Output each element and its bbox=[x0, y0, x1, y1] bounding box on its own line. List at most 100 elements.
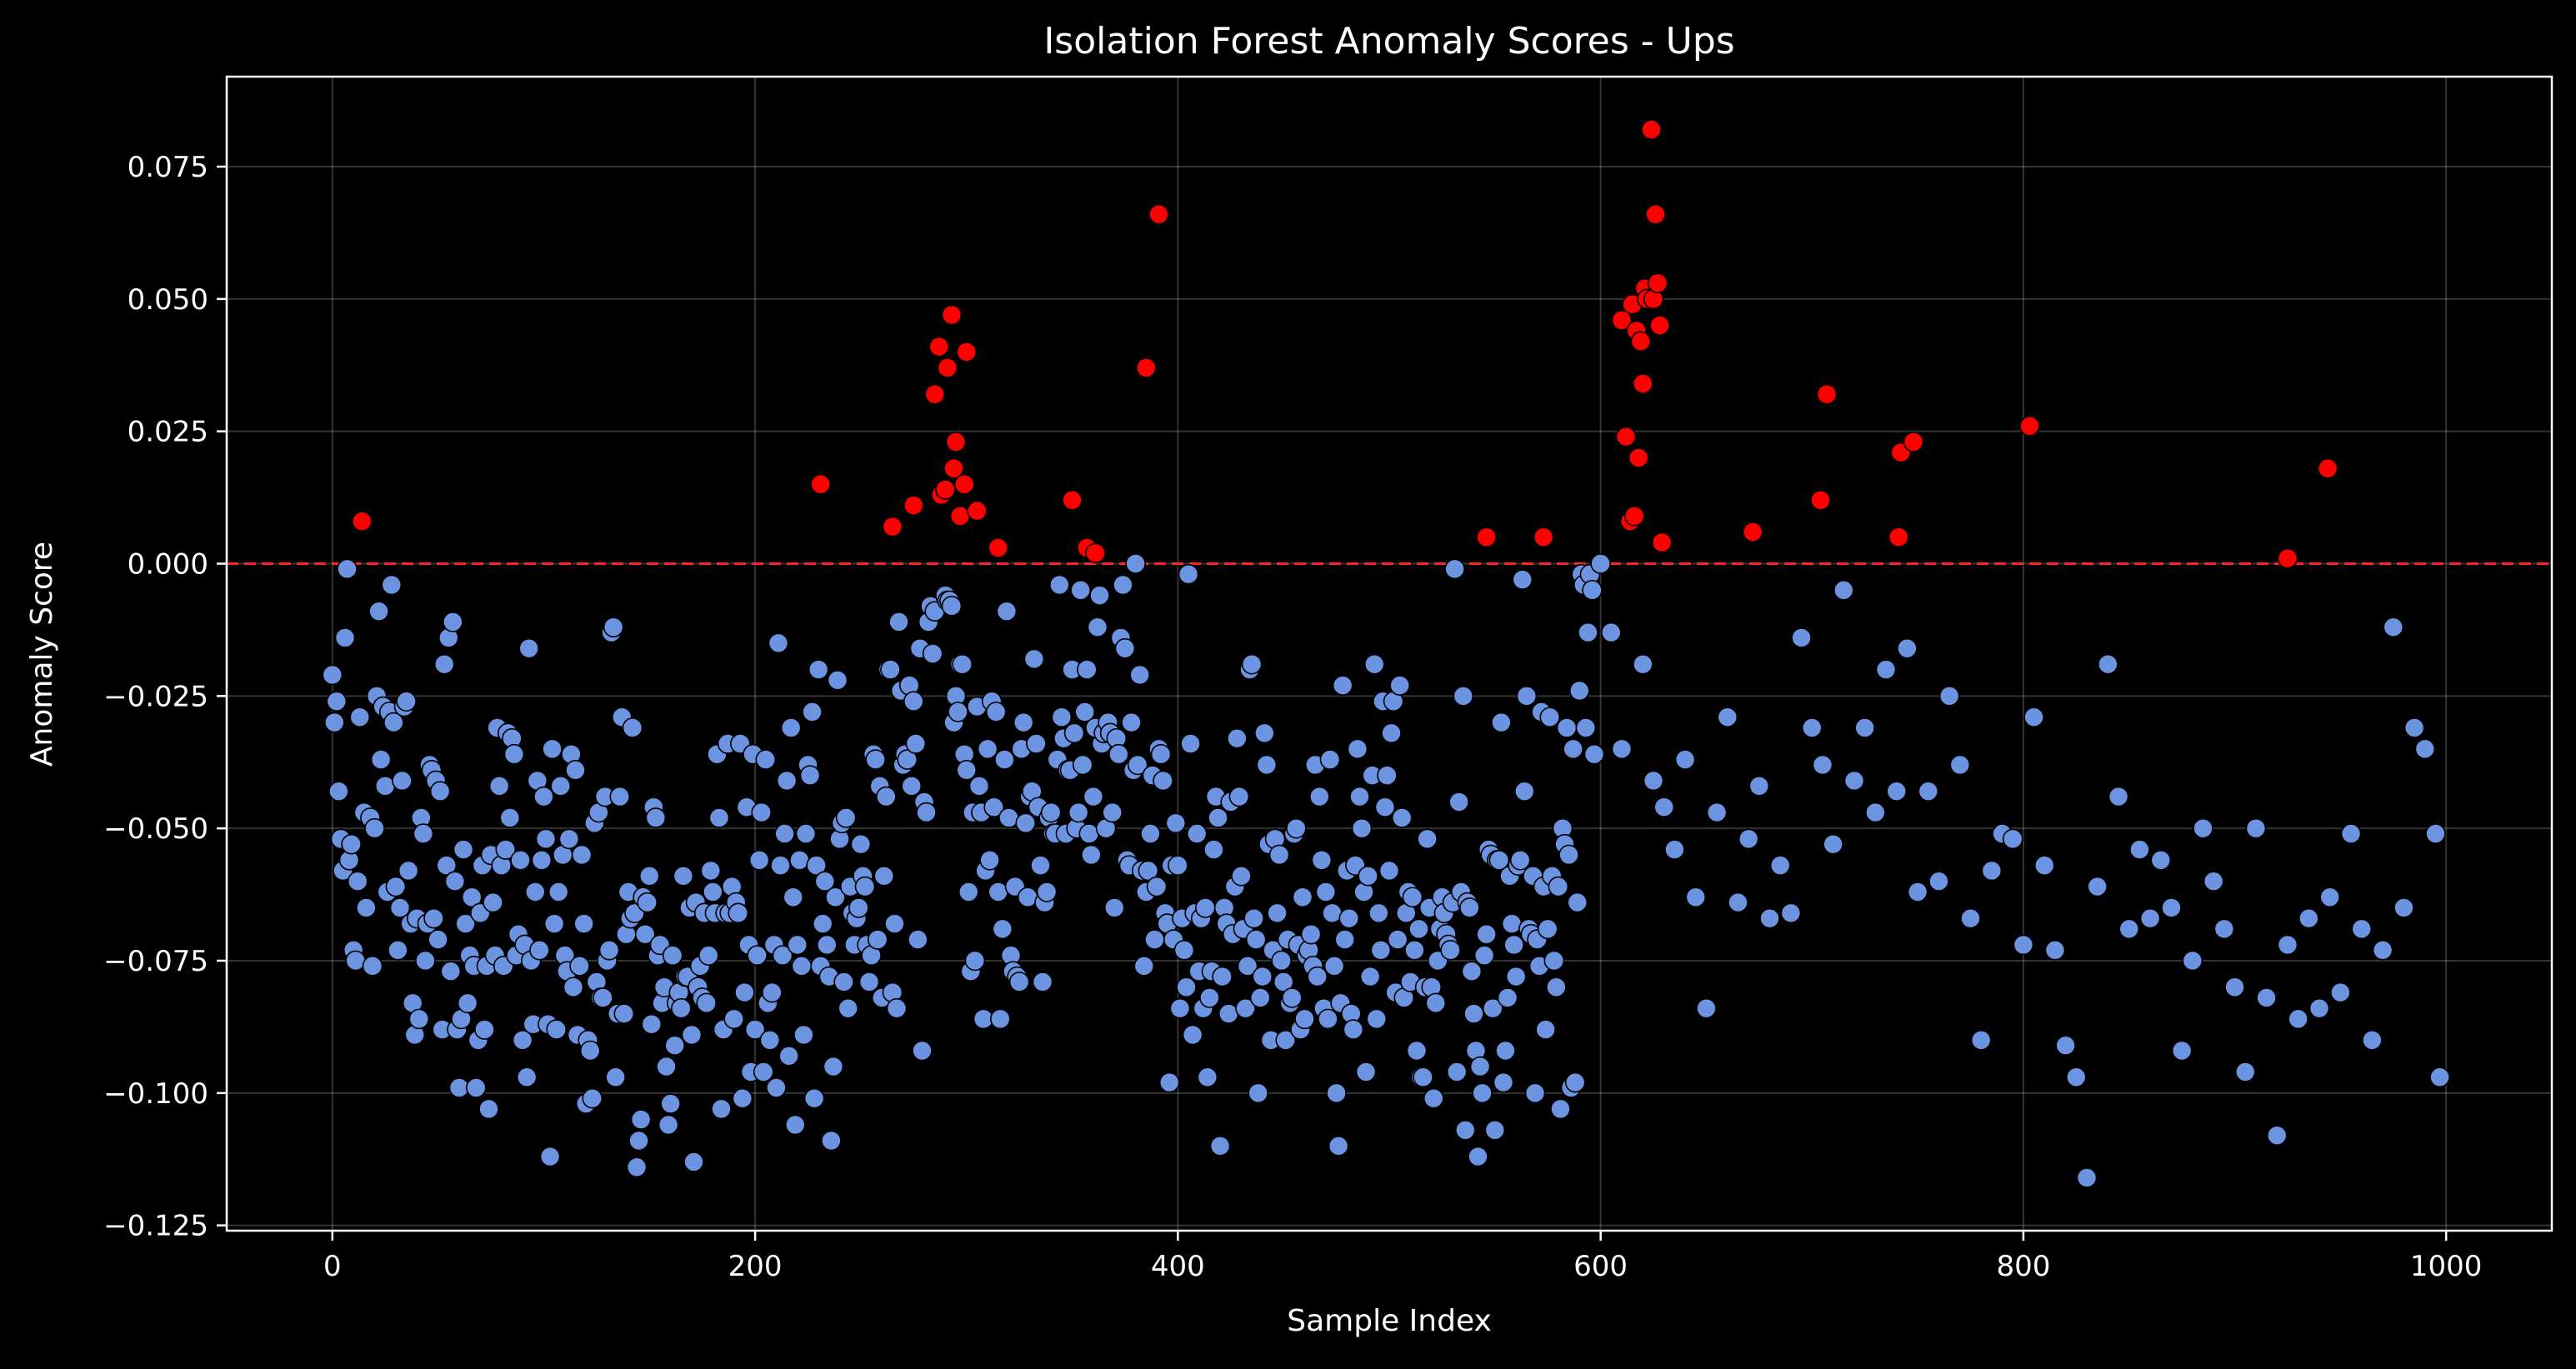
normal-point bbox=[628, 1130, 649, 1152]
normal-point bbox=[1114, 637, 1136, 659]
normal-point bbox=[569, 956, 590, 977]
normal-point bbox=[356, 897, 377, 918]
normal-point bbox=[550, 776, 572, 797]
normal-point bbox=[795, 823, 817, 844]
normal-point bbox=[436, 855, 458, 876]
normal-point bbox=[324, 712, 345, 733]
normal-point bbox=[1505, 966, 1527, 987]
x-tick-label: 800 bbox=[1996, 1250, 2050, 1283]
normal-point bbox=[1446, 1062, 1468, 1082]
normal-point bbox=[349, 707, 371, 728]
normal-point bbox=[1256, 754, 1278, 776]
normal-point bbox=[1243, 907, 1264, 929]
normal-point bbox=[1015, 812, 1037, 834]
anomaly-point bbox=[1647, 272, 1668, 294]
normal-point bbox=[1349, 786, 1370, 807]
normal-point bbox=[1252, 966, 1273, 987]
normal-point bbox=[814, 871, 836, 892]
normal-point bbox=[1318, 1008, 1338, 1030]
normal-point bbox=[1218, 1003, 1239, 1024]
normal-point bbox=[1334, 929, 1356, 950]
normal-point bbox=[1389, 675, 1410, 696]
normal-point bbox=[1568, 680, 1590, 702]
normal-point bbox=[1338, 907, 1360, 929]
normal-point bbox=[423, 907, 444, 929]
normal-point bbox=[1374, 797, 1396, 818]
normal-point bbox=[626, 1157, 648, 1178]
normal-point bbox=[1195, 897, 1216, 918]
normal-point bbox=[1425, 992, 1447, 1014]
normal-point bbox=[1103, 897, 1125, 918]
normal-point bbox=[1633, 653, 1653, 675]
normal-point bbox=[784, 1114, 806, 1136]
normal-point bbox=[1404, 939, 1425, 961]
normal-point bbox=[328, 781, 349, 802]
x-axis-label: Sample Index bbox=[1287, 1304, 1492, 1338]
normal-point bbox=[2298, 907, 2319, 929]
normal-point bbox=[850, 833, 872, 855]
normal-point bbox=[645, 807, 667, 828]
normal-point bbox=[546, 1019, 567, 1040]
normal-point bbox=[1273, 972, 1294, 992]
normal-point bbox=[770, 855, 791, 876]
normal-point bbox=[1459, 897, 1480, 918]
normal-point bbox=[901, 776, 923, 797]
normal-point bbox=[1387, 929, 1408, 950]
normal-point bbox=[673, 866, 694, 887]
normal-point bbox=[1738, 828, 1759, 850]
normal-point bbox=[1402, 887, 1423, 908]
normal-point bbox=[1040, 802, 1062, 823]
normal-point bbox=[2213, 918, 2235, 940]
normal-point bbox=[2362, 1029, 2383, 1051]
normal-point bbox=[429, 781, 451, 802]
normal-point bbox=[345, 950, 367, 972]
anomaly-point bbox=[1651, 532, 1673, 553]
normal-point bbox=[518, 637, 540, 659]
normal-point bbox=[922, 643, 943, 664]
normal-point bbox=[1812, 754, 1833, 776]
normal-point bbox=[362, 956, 383, 977]
normal-point bbox=[1423, 1087, 1444, 1109]
normal-point bbox=[1516, 686, 1538, 707]
normal-point bbox=[1178, 563, 1199, 585]
normal-point bbox=[2245, 817, 2267, 839]
anomaly-point bbox=[937, 357, 958, 378]
normal-point bbox=[381, 574, 403, 596]
normal-point bbox=[865, 749, 886, 770]
normal-point bbox=[803, 1087, 825, 1109]
normal-point bbox=[1241, 653, 1263, 675]
normal-point bbox=[988, 882, 1009, 902]
anomaly-point bbox=[2317, 457, 2338, 479]
normal-point bbox=[2372, 939, 2393, 961]
normal-point bbox=[2224, 977, 2245, 998]
normal-point bbox=[886, 997, 908, 1019]
normal-point bbox=[1960, 907, 1981, 929]
normal-point bbox=[2288, 1008, 2308, 1030]
y-tick-label: 0.050 bbox=[128, 283, 208, 317]
normal-point bbox=[503, 743, 525, 765]
normal-point bbox=[2429, 1067, 2450, 1088]
normal-point bbox=[708, 807, 730, 828]
normal-point bbox=[525, 882, 546, 902]
anomaly-point bbox=[1623, 506, 1645, 527]
normal-point bbox=[1030, 855, 1051, 876]
normal-point bbox=[1102, 802, 1123, 823]
normal-point bbox=[1074, 702, 1096, 722]
anomaly-point bbox=[352, 511, 373, 532]
normal-point bbox=[1717, 707, 1738, 728]
anomaly-point bbox=[1816, 383, 1838, 405]
normal-point bbox=[996, 601, 1018, 622]
normal-point bbox=[1140, 823, 1161, 844]
normal-point bbox=[1548, 876, 1569, 897]
normal-point bbox=[789, 849, 810, 871]
normal-point bbox=[711, 1098, 732, 1120]
normal-point bbox=[1440, 939, 1461, 961]
anomaly-point bbox=[1630, 331, 1652, 352]
normal-point bbox=[2182, 950, 2203, 972]
normal-point bbox=[1023, 648, 1045, 670]
normal-point bbox=[1081, 844, 1102, 866]
normal-point bbox=[1378, 860, 1400, 882]
normal-point bbox=[903, 691, 924, 712]
normal-point bbox=[854, 876, 876, 897]
